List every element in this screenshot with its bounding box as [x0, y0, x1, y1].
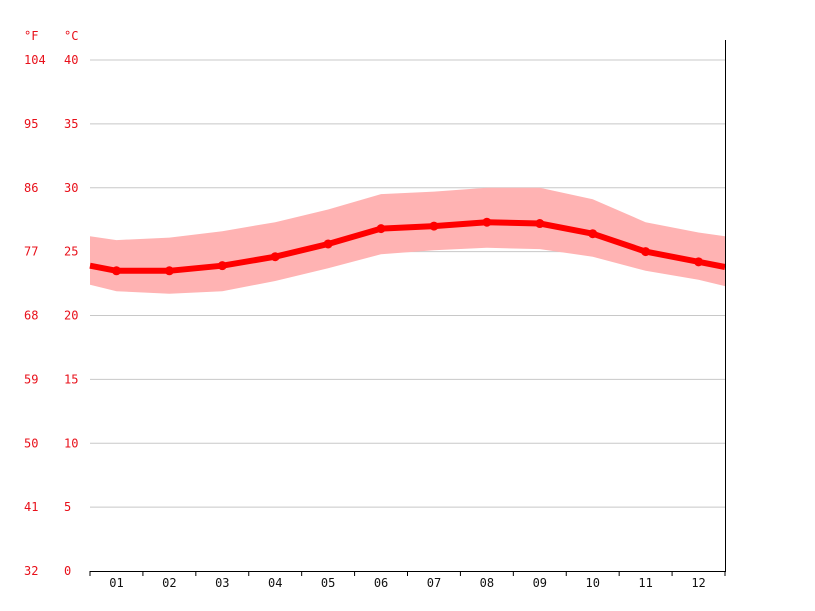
point-06: [376, 224, 386, 234]
series-line-layer: [89, 217, 726, 276]
point-05: [323, 239, 333, 249]
series-line: [89, 219, 726, 274]
range-band: [90, 187, 725, 294]
xtick-09: 09: [533, 576, 547, 590]
ytick-c-15: 15: [64, 372, 78, 386]
xtick-08: 08: [480, 576, 494, 590]
xtick-12: 12: [691, 576, 705, 590]
point-07: [429, 221, 439, 231]
point-02: [164, 266, 174, 276]
point-03: [217, 261, 227, 271]
xtick-03: 03: [215, 576, 229, 590]
ytick-f-41: 41: [24, 500, 38, 514]
ytick-f-50: 50: [24, 436, 38, 450]
ytick-f-77: 77: [24, 245, 38, 259]
xtick-11: 11: [638, 576, 652, 590]
ytick-c-20: 20: [64, 309, 78, 323]
range-band-layer: [90, 187, 725, 294]
unit-fahrenheit: °F: [24, 29, 38, 43]
ytick-f-104: 104: [24, 53, 46, 67]
ytick-f-95: 95: [24, 117, 38, 131]
ytick-f-59: 59: [24, 372, 38, 386]
ytick-c-10: 10: [64, 436, 78, 450]
point-12: [694, 257, 704, 267]
ytick-c-0: 0: [64, 564, 71, 578]
ytick-f-68: 68: [24, 309, 38, 323]
ytick-f-86: 86: [24, 181, 38, 195]
point-11: [641, 247, 651, 257]
tick-labels: 0 32 5 41 10 50 15 59 20 68 25 77 30 86 35 95 40 104 01 02 0…: [24, 53, 706, 590]
unit-celsius: °C: [64, 29, 78, 43]
xtick-07: 07: [427, 576, 441, 590]
xtick-02: 02: [162, 576, 176, 590]
point-04: [270, 252, 280, 262]
ytick-c-30: 30: [64, 181, 78, 195]
ytick-c-5: 5: [64, 500, 71, 514]
ytick-f-32: 32: [24, 564, 38, 578]
ytick-c-35: 35: [64, 117, 78, 131]
xtick-10: 10: [585, 576, 599, 590]
xtick-06: 06: [374, 576, 388, 590]
xtick-05: 05: [321, 576, 335, 590]
point-08: [482, 217, 492, 227]
point-01: [111, 266, 121, 276]
xtick-01: 01: [109, 576, 123, 590]
ytick-c-40: 40: [64, 53, 78, 67]
point-09: [535, 219, 545, 229]
point-10: [588, 229, 598, 239]
axes: [89, 40, 726, 576]
xtick-04: 04: [268, 576, 282, 590]
ytick-c-25: 25: [64, 245, 78, 259]
